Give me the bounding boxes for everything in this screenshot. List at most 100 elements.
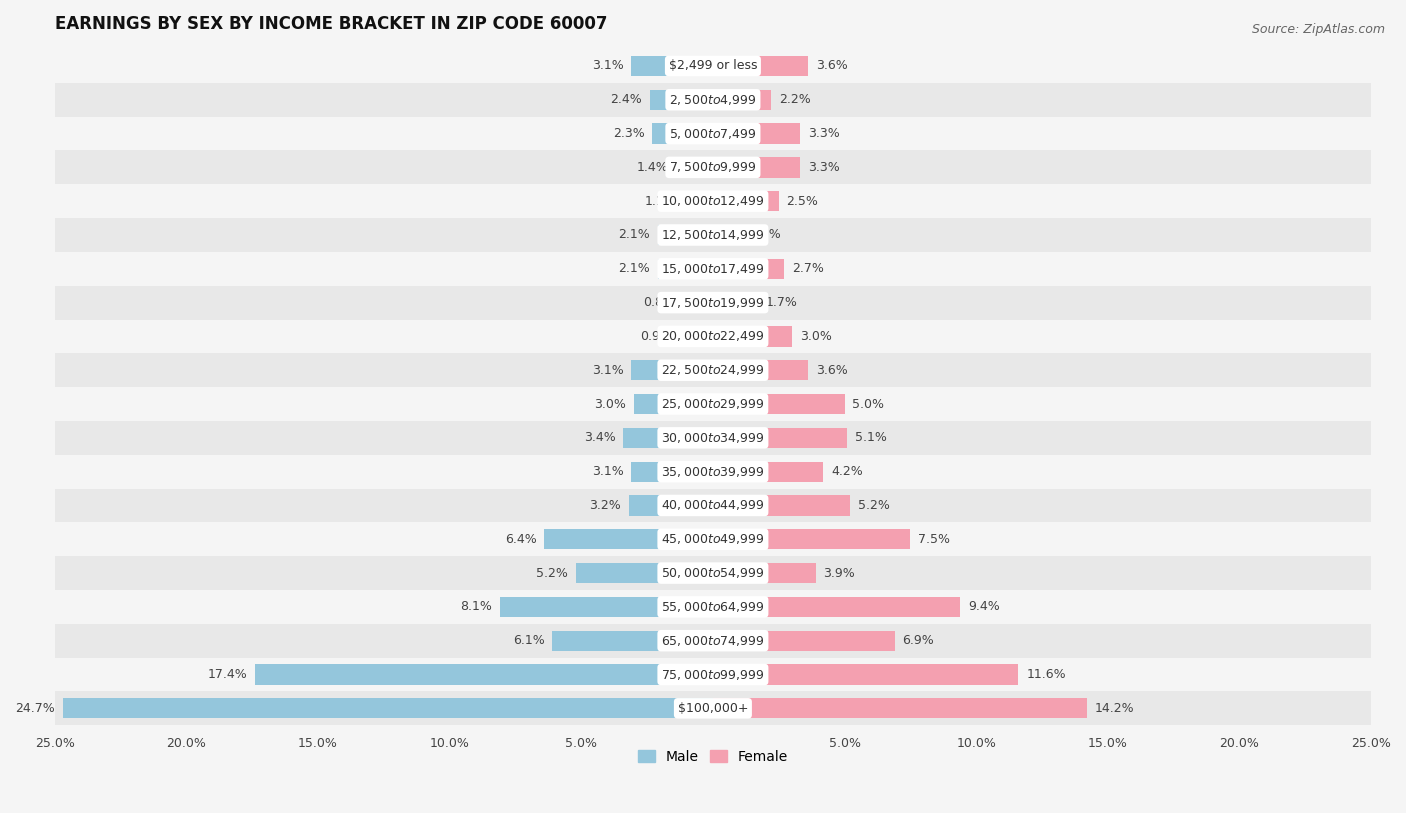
Text: 2.1%: 2.1% — [619, 228, 650, 241]
Text: $75,000 to $99,999: $75,000 to $99,999 — [661, 667, 765, 681]
Text: 5.1%: 5.1% — [855, 432, 887, 445]
Bar — [713, 462, 824, 482]
Bar — [713, 225, 742, 246]
Text: 5.0%: 5.0% — [852, 398, 884, 411]
Bar — [713, 563, 815, 583]
Bar — [713, 157, 800, 177]
Text: 4.2%: 4.2% — [831, 465, 863, 478]
Bar — [650, 89, 713, 110]
Bar — [55, 624, 1371, 658]
Bar — [55, 556, 1371, 590]
Text: 2.2%: 2.2% — [779, 93, 810, 107]
Bar — [713, 529, 910, 550]
Bar — [576, 563, 713, 583]
Bar — [713, 698, 1087, 719]
Text: 3.1%: 3.1% — [592, 363, 623, 376]
Text: 0.94%: 0.94% — [641, 330, 681, 343]
Bar — [55, 658, 1371, 691]
Bar — [713, 326, 792, 346]
Bar — [713, 495, 849, 515]
Bar — [55, 590, 1371, 624]
Text: 2.5%: 2.5% — [786, 194, 818, 207]
Text: $30,000 to $34,999: $30,000 to $34,999 — [661, 431, 765, 445]
Bar — [55, 285, 1371, 320]
Text: $20,000 to $22,499: $20,000 to $22,499 — [661, 329, 765, 343]
Bar — [713, 124, 800, 144]
Text: $35,000 to $39,999: $35,000 to $39,999 — [661, 465, 765, 479]
Bar — [55, 454, 1371, 489]
Text: 2.1%: 2.1% — [619, 263, 650, 276]
Text: 11.6%: 11.6% — [1026, 668, 1066, 681]
Text: 3.3%: 3.3% — [807, 127, 839, 140]
Bar — [623, 428, 713, 448]
Bar — [631, 360, 713, 380]
Text: $100,000+: $100,000+ — [678, 702, 748, 715]
Bar — [713, 664, 1018, 685]
Bar — [713, 89, 770, 110]
Text: $45,000 to $49,999: $45,000 to $49,999 — [661, 533, 765, 546]
Legend: Male, Female: Male, Female — [633, 745, 793, 769]
Bar — [55, 116, 1371, 150]
Text: 3.3%: 3.3% — [807, 161, 839, 174]
Bar — [713, 360, 807, 380]
Bar — [652, 124, 713, 144]
Text: $65,000 to $74,999: $65,000 to $74,999 — [661, 633, 765, 648]
Text: $50,000 to $54,999: $50,000 to $54,999 — [661, 566, 765, 580]
Text: 1.1%: 1.1% — [749, 228, 782, 241]
Bar — [55, 83, 1371, 116]
Bar — [688, 326, 713, 346]
Bar — [713, 428, 848, 448]
Text: 0.85%: 0.85% — [643, 296, 683, 309]
Text: $12,500 to $14,999: $12,500 to $14,999 — [661, 228, 765, 242]
Text: 3.1%: 3.1% — [592, 465, 623, 478]
Text: 17.4%: 17.4% — [207, 668, 247, 681]
Text: $7,500 to $9,999: $7,500 to $9,999 — [669, 160, 756, 174]
Text: 1.1%: 1.1% — [644, 194, 676, 207]
Bar — [55, 320, 1371, 354]
Bar — [713, 631, 894, 651]
Bar — [713, 56, 807, 76]
Bar — [55, 49, 1371, 83]
Bar — [713, 393, 845, 414]
Text: 6.9%: 6.9% — [903, 634, 934, 647]
Text: 5.2%: 5.2% — [858, 499, 890, 512]
Bar — [544, 529, 713, 550]
Text: 24.7%: 24.7% — [15, 702, 55, 715]
Text: $17,500 to $19,999: $17,500 to $19,999 — [661, 296, 765, 310]
Text: $22,500 to $24,999: $22,500 to $24,999 — [661, 363, 765, 377]
Bar — [55, 150, 1371, 185]
Text: $25,000 to $29,999: $25,000 to $29,999 — [661, 397, 765, 411]
Text: 7.5%: 7.5% — [918, 533, 950, 546]
Text: 6.1%: 6.1% — [513, 634, 544, 647]
Bar — [631, 56, 713, 76]
Bar — [55, 421, 1371, 454]
Bar — [658, 259, 713, 279]
Text: $2,499 or less: $2,499 or less — [669, 59, 758, 72]
Bar — [628, 495, 713, 515]
Bar — [690, 293, 713, 313]
Text: $40,000 to $44,999: $40,000 to $44,999 — [661, 498, 765, 512]
Text: 1.7%: 1.7% — [765, 296, 797, 309]
Text: Source: ZipAtlas.com: Source: ZipAtlas.com — [1251, 23, 1385, 36]
Text: 3.1%: 3.1% — [592, 59, 623, 72]
Bar — [499, 597, 713, 617]
Text: $15,000 to $17,499: $15,000 to $17,499 — [661, 262, 765, 276]
Text: 3.2%: 3.2% — [589, 499, 621, 512]
Text: $5,000 to $7,499: $5,000 to $7,499 — [669, 127, 756, 141]
Bar — [713, 293, 758, 313]
Text: 3.0%: 3.0% — [595, 398, 626, 411]
Bar — [254, 664, 713, 685]
Bar — [63, 698, 713, 719]
Bar — [713, 191, 779, 211]
Bar — [55, 252, 1371, 285]
Text: EARNINGS BY SEX BY INCOME BRACKET IN ZIP CODE 60007: EARNINGS BY SEX BY INCOME BRACKET IN ZIP… — [55, 15, 607, 33]
Text: 9.4%: 9.4% — [969, 600, 1000, 613]
Text: 14.2%: 14.2% — [1095, 702, 1135, 715]
Bar — [553, 631, 713, 651]
Bar — [55, 218, 1371, 252]
Text: 2.3%: 2.3% — [613, 127, 644, 140]
Bar — [683, 191, 713, 211]
Text: 3.6%: 3.6% — [815, 59, 848, 72]
Text: 1.4%: 1.4% — [637, 161, 668, 174]
Text: 3.9%: 3.9% — [824, 567, 855, 580]
